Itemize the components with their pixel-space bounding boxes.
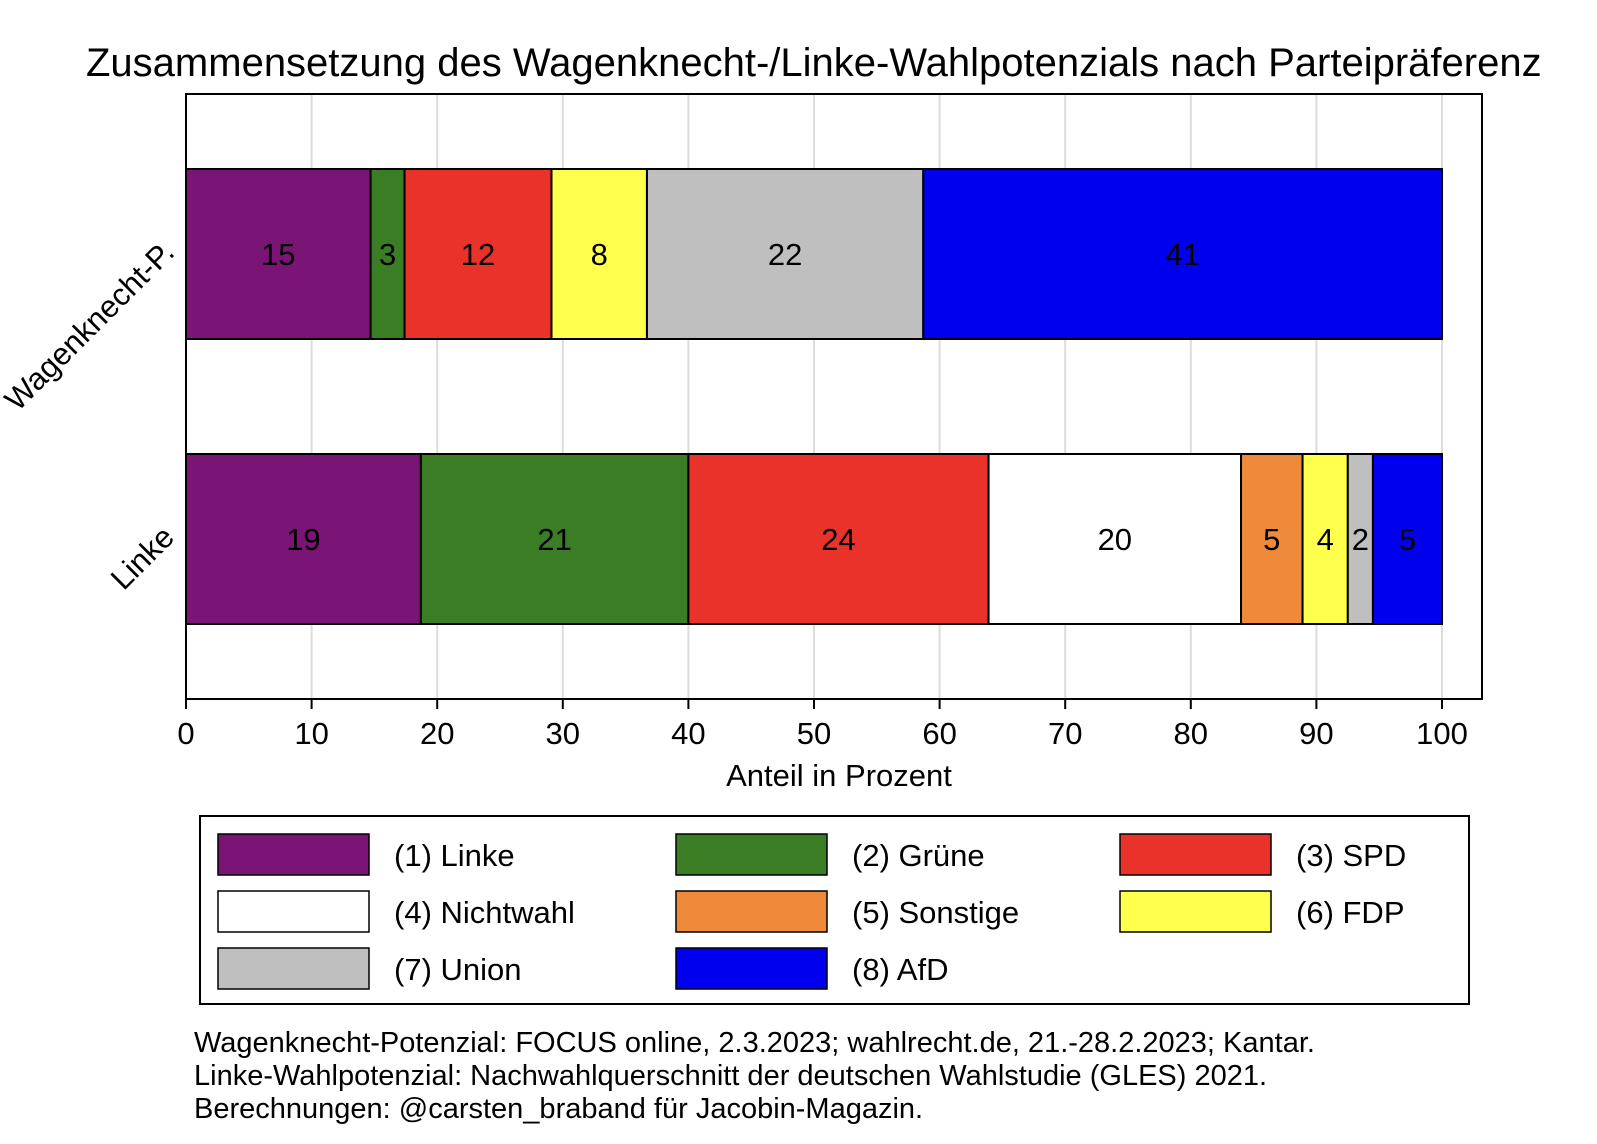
- category-label: Wagenknecht-P.: [0, 234, 181, 417]
- data-label: 22: [768, 237, 802, 272]
- data-label: 5: [1263, 522, 1280, 557]
- x-tick-label: 50: [797, 716, 831, 751]
- legend-label: (4) Nichtwahl: [394, 895, 575, 930]
- legend-label: (2) Grüne: [852, 838, 985, 873]
- x-tick-label: 40: [671, 716, 705, 751]
- legend-label: (5) Sonstige: [852, 895, 1019, 930]
- source-line: Linke-Wahlpotenzial: Nachwahlquerschnitt…: [194, 1060, 1267, 1092]
- data-label: 2: [1352, 522, 1369, 557]
- data-label: 24: [821, 522, 855, 557]
- legend-label: (8) AfD: [852, 952, 948, 987]
- bar-segment: [419, 453, 690, 625]
- legend-swatch: [675, 833, 828, 876]
- legend: (1) Linke (2) Grüne (3) SPD (4) Nichtwahl (5…: [217, 833, 1406, 990]
- bar-segment: [1240, 453, 1304, 625]
- data-label: 5: [1399, 522, 1416, 557]
- bar-segment: [987, 453, 1243, 625]
- legend-swatch: [217, 833, 370, 876]
- data-label: 41: [1165, 237, 1199, 272]
- chart-title: Zusammensetzung des Wagenknecht-/Linke-W…: [86, 41, 1542, 85]
- x-tick-label: 100: [1416, 716, 1468, 751]
- plot-frame: [185, 93, 1483, 700]
- legend-swatch: [217, 947, 370, 990]
- legend-label: (1) Linke: [394, 838, 515, 873]
- category-labels: Wagenknecht-P. Linke: [0, 234, 181, 596]
- data-label: 3: [379, 237, 396, 272]
- x-tick-label: 30: [546, 716, 580, 751]
- legend-label: (3) SPD: [1296, 838, 1406, 873]
- data-label: 4: [1317, 522, 1334, 557]
- x-axis-ticks: 0 10 20 30 40 50 60 70 80 90 100: [177, 699, 1468, 751]
- x-tick-label: 90: [1299, 716, 1333, 751]
- legend-swatch: [217, 890, 370, 933]
- bar-segment: [185, 453, 422, 625]
- x-tick-label: 0: [177, 716, 194, 751]
- bar-segment: [403, 168, 553, 340]
- data-label: 8: [591, 237, 608, 272]
- source-line: Berechnungen: @carsten_braband für Jacob…: [194, 1093, 923, 1125]
- x-tick-label: 10: [294, 716, 328, 751]
- x-axis-label: Anteil in Prozent: [726, 758, 952, 793]
- bar-segment: [922, 168, 1443, 340]
- data-label: 21: [537, 522, 571, 557]
- source-note: Wagenknecht-Potenzial: FOCUS online, 2.3…: [194, 1027, 1315, 1125]
- data-label: 20: [1098, 522, 1132, 557]
- data-label: 15: [261, 237, 295, 272]
- legend-frame: [199, 815, 1470, 1005]
- data-label: 19: [286, 522, 320, 557]
- x-tick-label: 80: [1174, 716, 1208, 751]
- bar-segments: [185, 168, 1444, 625]
- legend-label: (7) Union: [394, 952, 522, 987]
- legend-swatch: [1119, 890, 1272, 933]
- x-tick-label: 20: [420, 716, 454, 751]
- source-line: Wagenknecht-Potenzial: FOCUS online, 2.3…: [194, 1027, 1315, 1059]
- bar-segment: [1371, 453, 1444, 625]
- bar-segment: [645, 168, 925, 340]
- category-label: Linke: [104, 519, 181, 596]
- x-tick-label: 70: [1048, 716, 1082, 751]
- legend-swatch: [675, 947, 828, 990]
- data-label: 12: [461, 237, 495, 272]
- legend-swatch: [675, 890, 828, 933]
- x-tick-label: 60: [922, 716, 956, 751]
- legend-label: (6) FDP: [1296, 895, 1405, 930]
- bar-segment: [550, 168, 648, 340]
- bar-segment: [369, 168, 406, 340]
- bar-segment: [687, 453, 990, 625]
- legend-swatch: [1119, 833, 1272, 876]
